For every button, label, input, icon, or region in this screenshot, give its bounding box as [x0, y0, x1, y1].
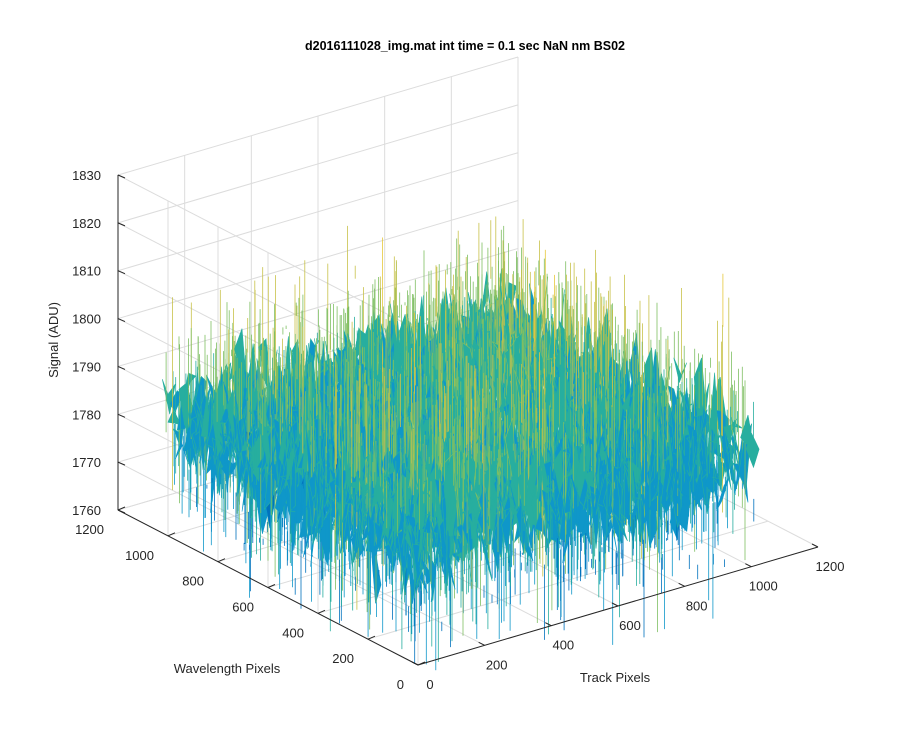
- chart-title: d2016111028_img.mat int time = 0.1 sec N…: [305, 39, 625, 53]
